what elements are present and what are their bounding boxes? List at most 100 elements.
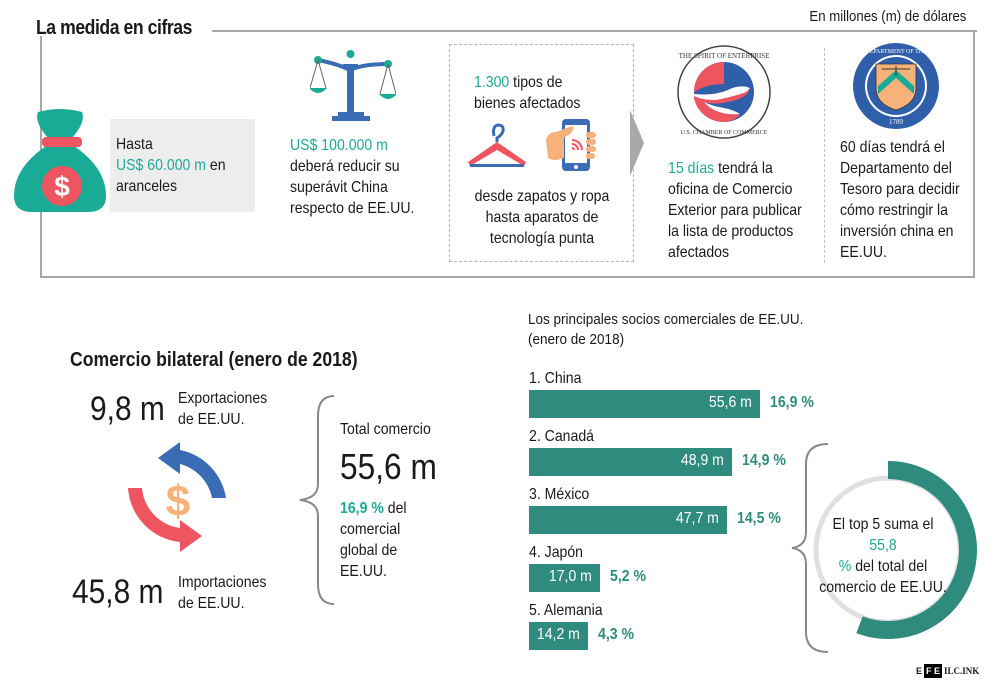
total-share-line2: comercial	[340, 521, 401, 538]
surplus-line1: deberá reducir su	[290, 158, 400, 175]
imports-value: 45,8 m	[72, 573, 164, 611]
bilateral-title: Comercio bilateral (enero de 2018)	[70, 349, 358, 371]
commerce-office-line4: la lista de productos	[668, 223, 794, 240]
treasury-line4: cómo restringir la	[840, 202, 948, 219]
bar: 48,9 m	[529, 448, 733, 476]
donut-share-arc	[856, 461, 977, 639]
exchange-arrows-icon: $	[128, 442, 226, 552]
bar-value-label: 17,0 m	[548, 568, 592, 585]
hanger-icon	[468, 123, 526, 167]
bar-category-label: 1. China	[529, 370, 582, 387]
bar-pct-label: 14,5 %	[737, 510, 782, 527]
goods-amount: 1.300	[474, 74, 510, 91]
surplus-amount: US$ 100.000 m	[290, 137, 388, 154]
bar-pct-label: 5,2 %	[609, 568, 646, 585]
column-divider	[824, 48, 825, 263]
goods-description: desde zapatos y ropa hasta aparatos de t…	[463, 186, 621, 249]
efe-ilc-logo: E F E ILC.INK	[916, 664, 979, 678]
logo-efe-box: F E	[924, 664, 943, 678]
svg-text:1789: 1789	[889, 118, 904, 126]
bar-category-label: 4. Japón	[529, 544, 584, 561]
goods-desc-line1: desde zapatos y ropa	[474, 188, 610, 205]
commerce-office-days: 15 días	[668, 160, 715, 177]
treasury-line5: inversión china en	[840, 223, 954, 240]
exports-label-line2: de EE.UU.	[178, 411, 245, 428]
total-share-pct: 16,9 %	[340, 500, 384, 517]
imports-label-line2: de EE.UU.	[178, 595, 245, 612]
bar-pct-label: 14,9 %	[742, 452, 786, 469]
chamber-of-commerce-seal-icon: THE SPIRIT OF ENTERPRISE U.S. CHAMBER OF…	[677, 45, 771, 139]
exports-value: 9,8 m	[90, 390, 165, 428]
bar: 47,7 m	[529, 506, 728, 534]
bar-value-label: 55,6 m	[708, 394, 752, 411]
scales-icon	[310, 50, 396, 121]
goods-line2: bienes afectados	[474, 95, 581, 112]
treasury-line3: Tesoro para decidir	[840, 181, 960, 198]
svg-text:$: $	[54, 171, 70, 202]
title-backdrop	[36, 20, 212, 36]
goods-line1: tipos de	[509, 74, 563, 91]
treasury-line2: Departamento del	[840, 160, 952, 177]
bar-value-label: 48,9 m	[681, 452, 725, 469]
page-title: La medida en cifras	[36, 17, 192, 39]
units-note: En millones (m) de dólares	[809, 8, 966, 25]
tariffs-amount: US$ 60.000 m	[116, 157, 207, 174]
total-value: 55,6 m	[340, 446, 437, 487]
commerce-office-text: 15 días tendrá la oficina de Comercio Ex…	[668, 158, 818, 263]
treasury-seal-icon: 1789 DEPARTMENT OF THE	[853, 43, 939, 129]
commerce-office-line2: oficina de Comercio	[668, 181, 793, 198]
chart-title: Los principales socios comerciales de EE…	[528, 310, 825, 350]
top5-pct-sign: %	[838, 558, 852, 575]
treasury-text: 60 días tendrá el Departamento del Tesor…	[840, 137, 972, 263]
commerce-office-line5: afectados	[668, 244, 730, 261]
bar-value-label: 14,2 m	[536, 626, 580, 643]
svg-text:DEPARTMENT OF THE: DEPARTMENT OF THE	[865, 49, 927, 55]
top5-text: El top 5 suma el 55,8 % del total del co…	[817, 514, 949, 598]
bar-value-label: 47,7 m	[676, 510, 720, 527]
bar-category-label: 5. Alemania	[529, 602, 603, 619]
tariffs-line1: Hasta	[116, 136, 153, 153]
top5-line1: El top 5 suma el	[832, 516, 934, 533]
surplus-line2: superávit China	[290, 179, 388, 196]
imports-label-line1: Importaciones	[178, 574, 267, 591]
tariffs-text: Hasta US$ 60.000 m en aranceles	[116, 134, 266, 197]
total-share-line1: del	[383, 500, 407, 517]
bar-category-label: 3. México	[529, 486, 590, 503]
surplus-line3: respecto de EE.UU.	[290, 200, 415, 217]
bar-category-label: 2. Canadá	[529, 428, 594, 445]
bar: 14,2 m	[529, 622, 588, 650]
total-share-line3: global de	[340, 542, 398, 559]
goods-desc-line3: tecnología punta	[489, 230, 595, 247]
tariffs-line2: en	[206, 157, 226, 174]
bar: 55,6 m	[529, 390, 760, 418]
tariffs-line3: aranceles	[116, 178, 178, 195]
smartphone-hand-icon	[546, 119, 596, 171]
chart-subtitle: (enero de 2018)	[528, 331, 625, 348]
top5-donut	[813, 461, 977, 639]
total-label: Total comercio	[340, 421, 431, 438]
chart-title-line1: Los principales socios comerciales de EE…	[528, 311, 804, 328]
bar: 17,0 m	[529, 564, 600, 592]
chevron-right-icon	[630, 110, 644, 176]
goods-desc-line2: hasta aparatos de	[485, 209, 599, 226]
treasury-line1: 60 días tendrá el	[840, 139, 945, 156]
money-bag-icon: $	[14, 109, 106, 212]
goods-count: 1.300 tipos de bienes afectados	[474, 72, 606, 114]
exports-label-line1: Exportaciones	[178, 390, 268, 407]
svg-text:U.S. CHAMBER OF COMMERCE: U.S. CHAMBER OF COMMERCE	[681, 130, 768, 136]
top5-line2: del total del	[851, 558, 928, 575]
bar-pct-label: 4,3 %	[597, 626, 634, 643]
tariffs-panel	[110, 119, 255, 212]
commerce-office-line1: tendrá la	[714, 160, 773, 177]
top5-pct: 55,8	[869, 537, 897, 554]
total-brace	[299, 395, 335, 605]
bar-pct-label: 16,9 %	[770, 394, 814, 411]
svg-text:$: $	[166, 477, 190, 526]
svg-text:THE SPIRIT OF ENTERPRISE: THE SPIRIT OF ENTERPRISE	[679, 52, 770, 60]
top5-line3: comercio de EE.UU.	[819, 579, 947, 596]
top5-brace	[791, 443, 829, 653]
commerce-office-line3: Exterior para publicar	[668, 202, 802, 219]
total-share: 16,9 % del comercial global de EE.UU.	[340, 498, 446, 582]
exports-label: Exportaciones de EE.UU.	[178, 388, 267, 430]
logo-efe-e: E	[916, 666, 923, 676]
